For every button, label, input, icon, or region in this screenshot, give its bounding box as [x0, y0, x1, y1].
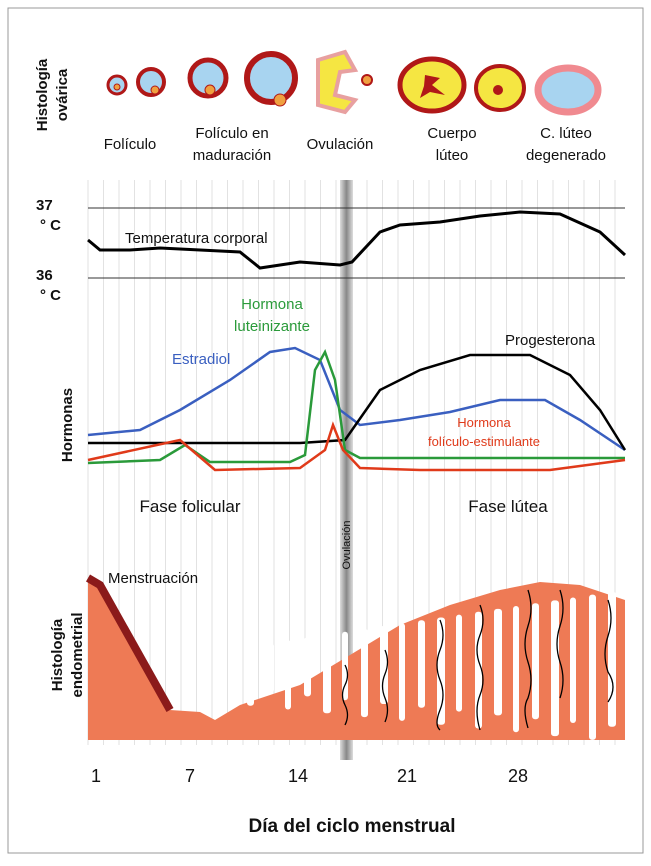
stage-label: Folículo en	[195, 125, 268, 142]
gland	[399, 623, 405, 721]
section-title: Histología ovárica	[34, 58, 71, 131]
temp-low: 36	[36, 267, 53, 284]
endometrium	[88, 578, 625, 740]
stage-label: lúteo	[436, 147, 469, 164]
gland	[228, 648, 234, 689]
stage-label: degenerado	[526, 147, 606, 164]
stage-label: maduración	[193, 147, 271, 164]
day-label: 28	[508, 766, 528, 786]
temp-unit: ° C	[40, 287, 61, 304]
follicles	[106, 49, 602, 116]
day-label: 1	[91, 766, 101, 786]
gland	[494, 608, 502, 716]
gland	[475, 611, 482, 729]
gland	[418, 620, 425, 708]
temperature-curve	[87, 210, 627, 270]
stage-label: Folículo	[104, 136, 157, 153]
temp-high: 37	[36, 197, 53, 214]
gland	[266, 643, 274, 693]
stage-label: Ovulación	[307, 136, 374, 153]
title-line: Histología	[34, 58, 51, 131]
gland	[323, 634, 331, 714]
temp-unit: ° C	[40, 217, 61, 234]
section-title: Hormonas	[59, 388, 76, 462]
gland	[513, 606, 519, 733]
fsh-label: folículo-estimulante	[428, 434, 540, 449]
gland	[247, 645, 254, 706]
x-axis-title: Día del ciclo menstrual	[249, 816, 456, 837]
gland	[532, 603, 539, 720]
title-line: endometrial	[69, 612, 86, 697]
title-line: ovárica	[54, 68, 71, 121]
menstrual-edge	[85, 574, 174, 712]
progesterone-curve	[88, 353, 627, 451]
lh-label: luteinizante	[234, 318, 310, 335]
lh-label: Hormona	[241, 296, 303, 313]
gland	[570, 597, 576, 723]
gland	[304, 637, 311, 697]
stage-label: C. lúteo	[540, 125, 592, 142]
section-title: Histología endometrial	[49, 612, 86, 697]
gland	[551, 600, 559, 737]
phase-label: Fase folicular	[139, 497, 240, 516]
temperature-label: Temperatura corporal	[125, 230, 268, 247]
lh-curve	[87, 348, 625, 465]
gland	[285, 640, 291, 710]
gland	[361, 628, 368, 718]
estradiol-label: Estradiol	[172, 351, 230, 368]
fsh-curve	[87, 421, 626, 472]
progesterone-label: Progesterona	[505, 332, 596, 349]
glands	[228, 591, 616, 740]
fsh-label: Hormona	[457, 415, 511, 430]
gland	[456, 614, 462, 712]
ovulation-label: Ovulación	[341, 521, 353, 570]
day-label: 21	[397, 766, 417, 786]
ovulation-band	[340, 180, 353, 760]
gland	[589, 594, 596, 740]
vessels	[341, 589, 614, 731]
menstruation-label: Menstruación	[108, 570, 198, 587]
day-label: 7	[185, 766, 195, 786]
stage-label: Cuerpo	[427, 125, 476, 142]
title-line: Histología	[49, 618, 66, 691]
gland	[608, 591, 616, 727]
day-label: 14	[288, 766, 308, 786]
phase-label: Fase lútea	[468, 497, 548, 516]
